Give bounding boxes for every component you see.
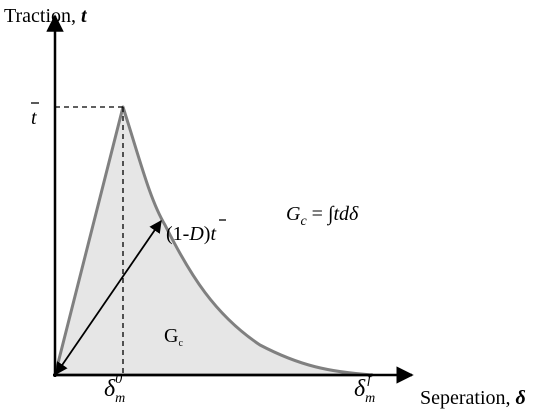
text-part: G — [286, 203, 301, 225]
text-part: 0 — [115, 372, 122, 387]
text-part: m — [115, 391, 125, 406]
x-axis-label: Seperation, δ — [420, 387, 526, 409]
text-part: Traction, — [4, 5, 76, 27]
text-part: = ∫ — [312, 203, 335, 226]
y-axis-label: Traction, t — [4, 5, 88, 27]
text-part: δ — [354, 376, 366, 402]
text-part: Seperation, — [420, 387, 511, 409]
text-part: δ — [516, 387, 526, 409]
text-part: t — [210, 223, 216, 245]
equation: Gc = ∫tdδ — [286, 203, 359, 229]
text-part: D — [188, 223, 204, 245]
area-label: Gc — [164, 325, 183, 349]
peak-label: t — [31, 107, 37, 129]
delta-final: δmf — [354, 372, 375, 406]
text-part: t — [81, 5, 88, 27]
text-part: δ — [104, 376, 116, 402]
text-part: c — [300, 214, 307, 229]
text-part: ) — [204, 223, 211, 245]
text-part: tdδ — [333, 203, 359, 225]
text-part: c — [178, 338, 183, 349]
damage-label: (1-D)t — [166, 223, 216, 245]
text-part: G — [164, 325, 178, 347]
text-part: (1- — [166, 223, 189, 245]
text-part: f — [367, 372, 373, 387]
delta-peak: δm 0 — [104, 372, 125, 406]
damage-arrow — [55, 219, 162, 376]
text-part: m — [365, 391, 375, 406]
